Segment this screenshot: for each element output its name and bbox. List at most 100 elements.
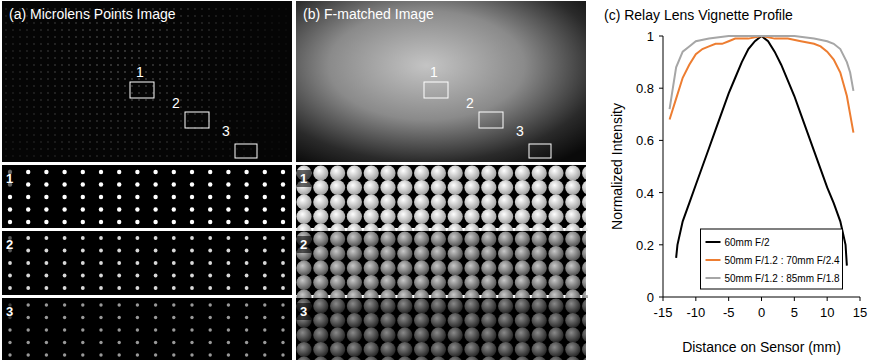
crop-image [2, 231, 292, 295]
texture-dot [82, 50, 84, 52]
texture-dot [138, 36, 140, 38]
texture-dot [75, 36, 77, 38]
texture-dot [159, 92, 161, 94]
texture-dot [117, 134, 119, 136]
texture-dot [68, 29, 70, 31]
microlens-disc [330, 180, 345, 195]
texture-dot [96, 78, 98, 80]
crop: 2 [2, 231, 292, 295]
microlens-disc [515, 260, 530, 275]
texture-dot [201, 36, 203, 38]
texture-dot [138, 29, 140, 31]
texture-dot [215, 148, 217, 150]
texture-dot [187, 148, 189, 150]
texture-dot [145, 50, 147, 52]
texture-dot [152, 120, 154, 122]
texture-dot [96, 99, 98, 101]
y-tick [659, 88, 663, 89]
texture-dot [215, 64, 217, 66]
microlens-disc [481, 194, 496, 209]
texture-dot [187, 64, 189, 66]
texture-dot [47, 22, 49, 24]
texture-dot [243, 85, 245, 87]
texture-dot [68, 64, 70, 66]
texture-dot [194, 155, 196, 157]
texture-dot [82, 106, 84, 108]
texture-dot [278, 127, 280, 129]
texture-dot [250, 113, 252, 115]
texture-dot [117, 120, 119, 122]
texture-dot [257, 127, 259, 129]
texture-dot [110, 50, 112, 52]
crop-label: 1 [6, 171, 13, 186]
texture-dot [61, 99, 63, 101]
texture-dot [285, 141, 287, 143]
microlens-point [45, 316, 48, 319]
microlens-point [227, 286, 231, 290]
texture-dot [173, 36, 175, 38]
y-tick [659, 140, 663, 141]
texture-dot [208, 155, 210, 157]
texture-dot [180, 155, 182, 157]
microlens-point [153, 195, 157, 199]
texture-dot [222, 22, 224, 24]
microlens-disc [565, 342, 580, 357]
texture-dot [68, 92, 70, 94]
texture-dot [131, 141, 133, 143]
texture-dot [145, 148, 147, 150]
texture-dot [278, 43, 280, 45]
microlens-point [227, 274, 231, 278]
texture-dot [19, 50, 21, 52]
texture-dot [229, 78, 231, 80]
microlens-point [118, 316, 121, 319]
texture-dot [12, 134, 14, 136]
texture-dot [285, 120, 287, 122]
microlens-point [227, 316, 230, 319]
crop-label-bg [3, 303, 17, 320]
texture-dot [103, 29, 105, 31]
microlens-disc [498, 275, 513, 290]
texture-dot [264, 57, 266, 59]
microlens-disc [330, 327, 345, 342]
y-tick [659, 192, 663, 193]
texture-dot [5, 8, 7, 10]
texture-dot [250, 85, 252, 87]
microlens-point [172, 261, 176, 265]
texture-dot [89, 141, 91, 143]
texture-dot [208, 78, 210, 80]
texture-dot [145, 120, 147, 122]
texture-dot [40, 36, 42, 38]
texture-dot [54, 148, 56, 150]
panel-title: (b) F-matched Image [303, 6, 434, 22]
texture-dot [215, 106, 217, 108]
texture-dot [82, 29, 84, 31]
texture-dot [271, 29, 273, 31]
texture-dot [285, 134, 287, 136]
texture-dot [82, 113, 84, 115]
texture-dot [26, 106, 28, 108]
microlens-disc [448, 231, 463, 246]
microlens-point [208, 249, 212, 253]
texture-dot [96, 85, 98, 87]
texture-dot [180, 64, 182, 66]
microlens-point [227, 261, 231, 265]
texture-dot [54, 113, 56, 115]
texture-dot [285, 85, 287, 87]
texture-dot [89, 57, 91, 59]
texture-dot [75, 92, 77, 94]
microlens-disc [448, 194, 463, 209]
texture-dot [152, 29, 154, 31]
microlens-disc [380, 180, 395, 195]
microlens-disc [532, 209, 547, 224]
texture-dot [278, 36, 280, 38]
texture-dot [33, 148, 35, 150]
microlens-disc [464, 275, 479, 290]
texture-dot [138, 141, 140, 143]
texture-dot [236, 99, 238, 101]
texture-dot [194, 148, 196, 150]
texture-dot [12, 113, 14, 115]
microlens-disc [448, 246, 463, 261]
texture-dot [271, 71, 273, 73]
texture-dot [82, 99, 84, 101]
microlens-disc [532, 260, 547, 275]
